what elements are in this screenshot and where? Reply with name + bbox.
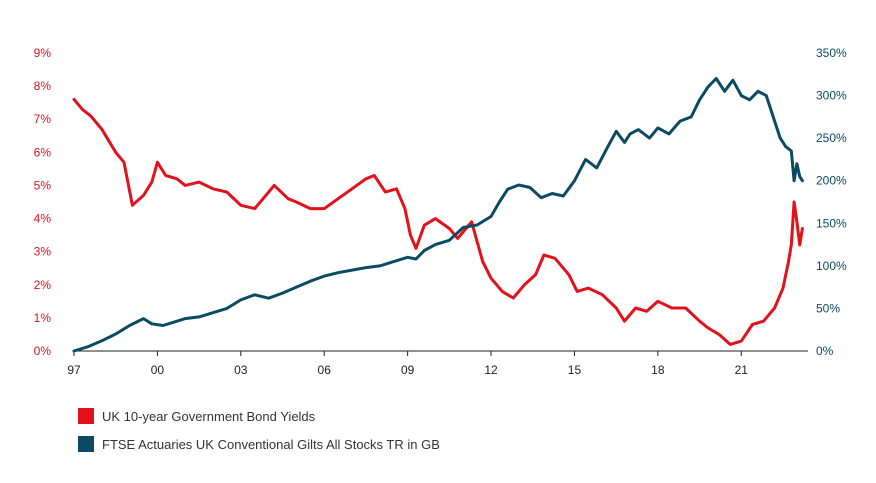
right-tick-label: 250% xyxy=(816,131,847,145)
left-tick-label: 0% xyxy=(34,344,52,358)
right-tick-label: 200% xyxy=(816,174,847,188)
x-tick-label: 00 xyxy=(151,363,165,377)
left-axis-ticks: 0% 1% 2% 3% 4% 5% 6% 7% 8% 9% xyxy=(34,46,52,358)
legend-item-yields: UK 10-year Government Bond Yields xyxy=(78,404,440,428)
legend-label-yields: UK 10-year Government Bond Yields xyxy=(102,408,316,424)
left-tick-label: 7% xyxy=(34,112,52,126)
x-tick-label: 06 xyxy=(318,363,332,377)
chart-canvas: 0% 1% 2% 3% 4% 5% 6% 7% 8% 9% 0% 50% 100% 150% 200% 25… xyxy=(34,46,847,377)
x-axis-ticks: 97 00 03 06 09 12 15 18 21 xyxy=(67,351,748,377)
series-line-yields xyxy=(72,97,804,346)
legend-swatch-gilts xyxy=(78,436,94,452)
left-tick-label: 5% xyxy=(34,178,52,192)
left-tick-label: 4% xyxy=(34,212,52,226)
x-tick-label: 21 xyxy=(735,363,749,377)
right-tick-label: 350% xyxy=(816,46,847,60)
right-axis-ticks: 0% 50% 100% 150% 200% 250% 300% 350% xyxy=(816,46,847,358)
right-tick-label: 300% xyxy=(816,89,847,103)
right-tick-label: 50% xyxy=(816,301,840,315)
left-tick-label: 1% xyxy=(34,311,52,325)
x-tick-label: 03 xyxy=(234,363,248,377)
left-tick-label: 3% xyxy=(34,245,52,259)
right-tick-label: 0% xyxy=(816,344,834,358)
right-tick-label: 150% xyxy=(816,216,847,230)
left-tick-label: 9% xyxy=(34,46,52,60)
legend-label-gilts: FTSE Actuaries UK Conventional Gilts All… xyxy=(102,436,440,452)
x-tick-label: 12 xyxy=(484,363,498,377)
x-tick-label: 97 xyxy=(67,363,81,377)
legend-swatch-yields xyxy=(78,408,94,424)
legend-item-gilts: FTSE Actuaries UK Conventional Gilts All… xyxy=(78,432,440,456)
series-layer xyxy=(72,77,804,353)
left-tick-label: 8% xyxy=(34,79,52,93)
left-tick-label: 6% xyxy=(34,145,52,159)
right-tick-label: 100% xyxy=(816,259,847,273)
x-tick-label: 15 xyxy=(568,363,582,377)
series-line-gilts xyxy=(72,77,804,353)
legend: UK 10-year Government Bond Yields FTSE A… xyxy=(78,404,440,460)
left-tick-label: 2% xyxy=(34,278,52,292)
x-tick-label: 18 xyxy=(651,363,665,377)
x-tick-label: 09 xyxy=(401,363,415,377)
